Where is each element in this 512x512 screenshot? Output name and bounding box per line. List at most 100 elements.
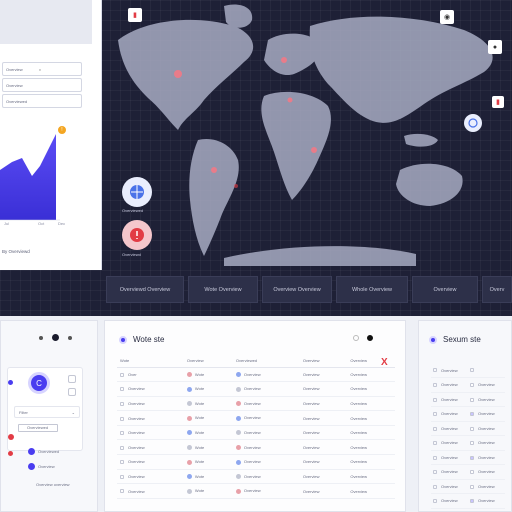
row-checkbox[interactable]: [433, 441, 437, 446]
row-checkbox[interactable]: [433, 455, 437, 460]
row-checkbox[interactable]: [120, 401, 124, 406]
row-checkbox[interactable]: [120, 460, 124, 465]
cell-text: Overview: [128, 386, 145, 392]
row-checkbox[interactable]: [470, 368, 474, 373]
status-icon: [235, 474, 241, 480]
table-row[interactable]: Overview Wote Overview Overview Overview: [117, 483, 395, 499]
cell-text: Overview: [243, 415, 261, 421]
cell-text: Overview: [441, 469, 458, 475]
row-checkbox[interactable]: [120, 416, 124, 421]
summary-row[interactable]: Overview Overview: [431, 421, 505, 436]
row-checkbox[interactable]: [470, 499, 474, 504]
table-row[interactable]: Over Wote Overview Overview Overview: [117, 367, 395, 383]
column-header[interactable]: Wote: [117, 355, 184, 368]
pill-button-1[interactable]: Overviewd Overview: [106, 276, 184, 303]
cell-text: Overview: [350, 386, 368, 392]
table-row[interactable]: Overview Wote Overview Overview Overview: [117, 454, 395, 470]
bookmark-button[interactable]: ▮: [128, 8, 142, 22]
cell-text: Overview: [441, 440, 458, 446]
row-checkbox[interactable]: [470, 441, 474, 446]
table-cell: Overview: [232, 381, 300, 397]
row-checkbox[interactable]: [120, 445, 124, 450]
pill-button-5[interactable]: Overview: [412, 276, 478, 303]
layer-label: Overviewed: [122, 208, 144, 213]
record-button[interactable]: ◉: [440, 10, 454, 24]
list-item[interactable]: Overview: [38, 464, 55, 469]
table-cell: Overview: [299, 439, 348, 456]
map-zoom-button[interactable]: [464, 114, 482, 132]
field-label: Overview: [6, 66, 23, 72]
summary-row[interactable]: Overview Overview: [431, 406, 505, 422]
table-row[interactable]: Overview Wote Overview Overview Overview: [117, 410, 395, 426]
toggle-off[interactable]: [353, 335, 359, 341]
filter-value[interactable]: Overviewed: [18, 424, 58, 432]
row-checkbox[interactable]: [433, 484, 437, 489]
row-checkbox[interactable]: [120, 372, 124, 377]
table-row[interactable]: Overview Wote Overview Overview Overview: [117, 425, 395, 441]
summary-row[interactable]: Overview Overview: [431, 493, 505, 509]
pill-button-6[interactable]: Overv: [482, 276, 512, 303]
pill-button-4[interactable]: Whole Overview: [336, 276, 408, 303]
table-row[interactable]: Overview Wote Overview Overview Overview: [117, 469, 395, 485]
map-layer-button[interactable]: [122, 177, 152, 207]
cell-text: Wote: [194, 459, 205, 465]
summary-row[interactable]: Overview Overview: [431, 479, 505, 494]
column-header[interactable]: Overview: [183, 355, 233, 368]
summary-row[interactable]: Overview Overview: [431, 450, 505, 465]
row-checkbox[interactable]: [470, 397, 474, 402]
row-checkbox[interactable]: [433, 470, 437, 475]
options-checkbox[interactable]: [68, 375, 76, 383]
row-checkbox[interactable]: [470, 412, 474, 417]
options-checkbox-2[interactable]: [68, 388, 76, 396]
row-checkbox[interactable]: [433, 426, 437, 431]
table-cell: Wote: [183, 454, 233, 470]
panel-title: Wote ste: [119, 335, 164, 344]
row-checkbox[interactable]: [120, 431, 124, 436]
list-item[interactable]: Overviewed: [38, 449, 60, 454]
overview-field[interactable]: Overview v: [2, 62, 82, 76]
row-checkbox[interactable]: [470, 484, 474, 489]
summary-row[interactable]: Overview Overview: [431, 435, 505, 451]
summary-cell: Overview: [468, 392, 505, 407]
flag-button[interactable]: ▮: [492, 96, 504, 108]
table-row[interactable]: Overview Wote Overview Overview Overview: [117, 396, 395, 412]
row-checkbox[interactable]: [433, 383, 437, 388]
table-row[interactable]: Overview Wote Overview Overview Overview: [117, 381, 395, 397]
toggle-on[interactable]: [367, 335, 373, 341]
overview-field-3[interactable]: Overviewed: [2, 94, 82, 108]
row-checkbox[interactable]: [470, 470, 474, 475]
overview-field-2[interactable]: Overview: [2, 78, 82, 92]
table-row[interactable]: Overview Wote Overview Overview Overview: [117, 439, 395, 456]
row-checkbox[interactable]: [120, 474, 124, 479]
column-header[interactable]: Overview: [299, 355, 348, 368]
pin-button[interactable]: ●: [488, 40, 502, 54]
step-dot-active[interactable]: [52, 334, 59, 341]
step-indicator[interactable]: [39, 334, 72, 341]
column-header[interactable]: Overviewed: [232, 355, 300, 368]
pill-button-3[interactable]: Overview Overview: [262, 276, 332, 303]
row-checkbox[interactable]: [433, 499, 437, 504]
table-cell: Overview: [117, 454, 184, 470]
summary-row[interactable]: Overview Overview: [431, 377, 505, 393]
summary-row[interactable]: Overview Overview: [431, 464, 505, 480]
map-alert-button[interactable]: [122, 220, 152, 250]
column-header[interactable]: Overview: [347, 355, 395, 368]
view-toggles[interactable]: [353, 335, 373, 341]
world-map[interactable]: [104, 0, 512, 272]
row-checkbox[interactable]: [120, 387, 124, 392]
row-checkbox[interactable]: [120, 489, 124, 494]
row-checkbox[interactable]: [433, 397, 437, 402]
row-checkbox[interactable]: [470, 383, 474, 388]
row-checkbox[interactable]: [433, 412, 437, 417]
avatar[interactable]: C: [28, 372, 50, 394]
row-checkbox[interactable]: [433, 368, 437, 373]
row-checkbox[interactable]: [470, 426, 474, 431]
filter-select[interactable]: Filter ⌄: [14, 406, 80, 418]
row-checkbox[interactable]: [470, 455, 474, 460]
alert-badge[interactable]: !: [58, 126, 66, 134]
step-dot[interactable]: [39, 335, 43, 340]
pill-button-2[interactable]: Wote Overview: [188, 276, 258, 303]
step-dot[interactable]: [68, 335, 72, 340]
summary-row[interactable]: Overview Overview: [431, 392, 505, 407]
summary-row[interactable]: Overview: [431, 363, 505, 378]
